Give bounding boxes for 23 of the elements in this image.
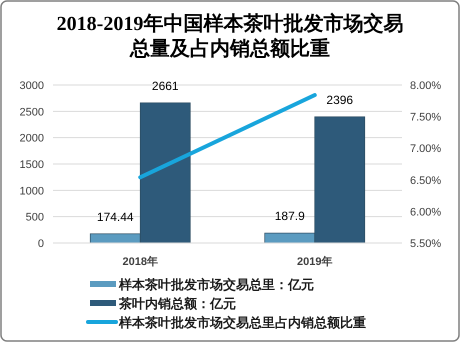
- y-tick-label: 2500: [20, 106, 44, 118]
- text: 2661: [152, 78, 179, 93]
- y2-tick-label: 7.00%: [410, 143, 442, 156]
- y2-tick-label: 5.50%: [410, 238, 442, 250]
- y2-tick-label: 6.00%: [410, 206, 442, 218]
- legend-label: 茶叶内销总额：亿元: [118, 296, 236, 311]
- text: 2396: [326, 92, 354, 107]
- text: 174.44: [96, 210, 134, 224]
- text: 187.9: [274, 209, 305, 224]
- y2-tick-label: 7.50%: [410, 112, 442, 124]
- legend-label: 样本茶叶批发市场交易总里占内销总额比重: [118, 315, 366, 330]
- y-tick-label: 1500: [20, 159, 44, 171]
- y-tick-label: 0: [38, 238, 44, 250]
- x-tick-label: 2018年: [122, 255, 158, 268]
- y2-tick-label: 6.50%: [410, 174, 442, 187]
- chart-title: 2018-2019年中国样本茶叶批发市场交易总量及占内销总额比重: [56, 12, 404, 60]
- y-tick-label: 2000: [20, 132, 44, 145]
- legend-label: 样本茶叶批发市场交易总里：亿元: [118, 277, 314, 292]
- y-tick-label: 3000: [20, 80, 44, 92]
- y-tick-label: 1000: [20, 185, 44, 198]
- y-tick-label: 500: [26, 212, 44, 224]
- y2-tick-label: 8.00%: [410, 80, 442, 92]
- x-tick-label: 2019年: [297, 255, 332, 268]
